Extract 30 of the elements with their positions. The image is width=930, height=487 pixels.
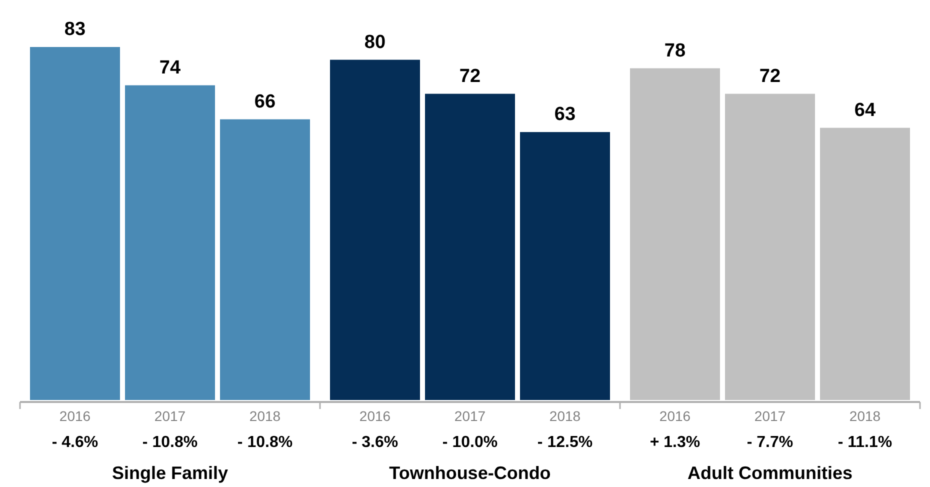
- data-label: 74: [159, 57, 181, 78]
- data-label: 78: [664, 40, 686, 62]
- x-tick-label: 2018: [849, 408, 881, 424]
- text: - 12.5%: [537, 434, 593, 451]
- x-tick-label: 2017: [454, 408, 486, 424]
- text: Townhouse-Condo: [389, 463, 551, 483]
- x-tick-label: 2016: [59, 408, 91, 424]
- text: - 10.8%: [237, 434, 293, 451]
- x-tick-label: 2018: [249, 408, 281, 424]
- text: - 11.1%: [838, 434, 892, 451]
- text: - 7.7%: [746, 434, 794, 451]
- text: Adult Communities: [688, 463, 852, 483]
- text: - 10.0%: [442, 434, 498, 451]
- x-tick-label: 2018: [549, 408, 581, 424]
- data-label: 72: [459, 66, 481, 87]
- data-label: 66: [254, 91, 276, 112]
- text: + 1.3%: [650, 434, 700, 451]
- x-tick-label: 2016: [359, 408, 391, 424]
- text: Single Family: [112, 463, 228, 483]
- data-label: 72: [759, 66, 781, 87]
- text: - 4.6%: [52, 434, 98, 451]
- data-label: 64: [854, 100, 876, 121]
- x-tick-label: 2017: [754, 408, 786, 424]
- data-label: 83: [64, 19, 86, 40]
- data-label: 63: [554, 104, 576, 126]
- x-tick-label: 2016: [659, 408, 691, 424]
- text: - 3.6%: [352, 434, 398, 451]
- text: - 10.8%: [142, 434, 198, 451]
- x-tick-label: 2017: [154, 408, 186, 424]
- data-label: 80: [364, 32, 386, 53]
